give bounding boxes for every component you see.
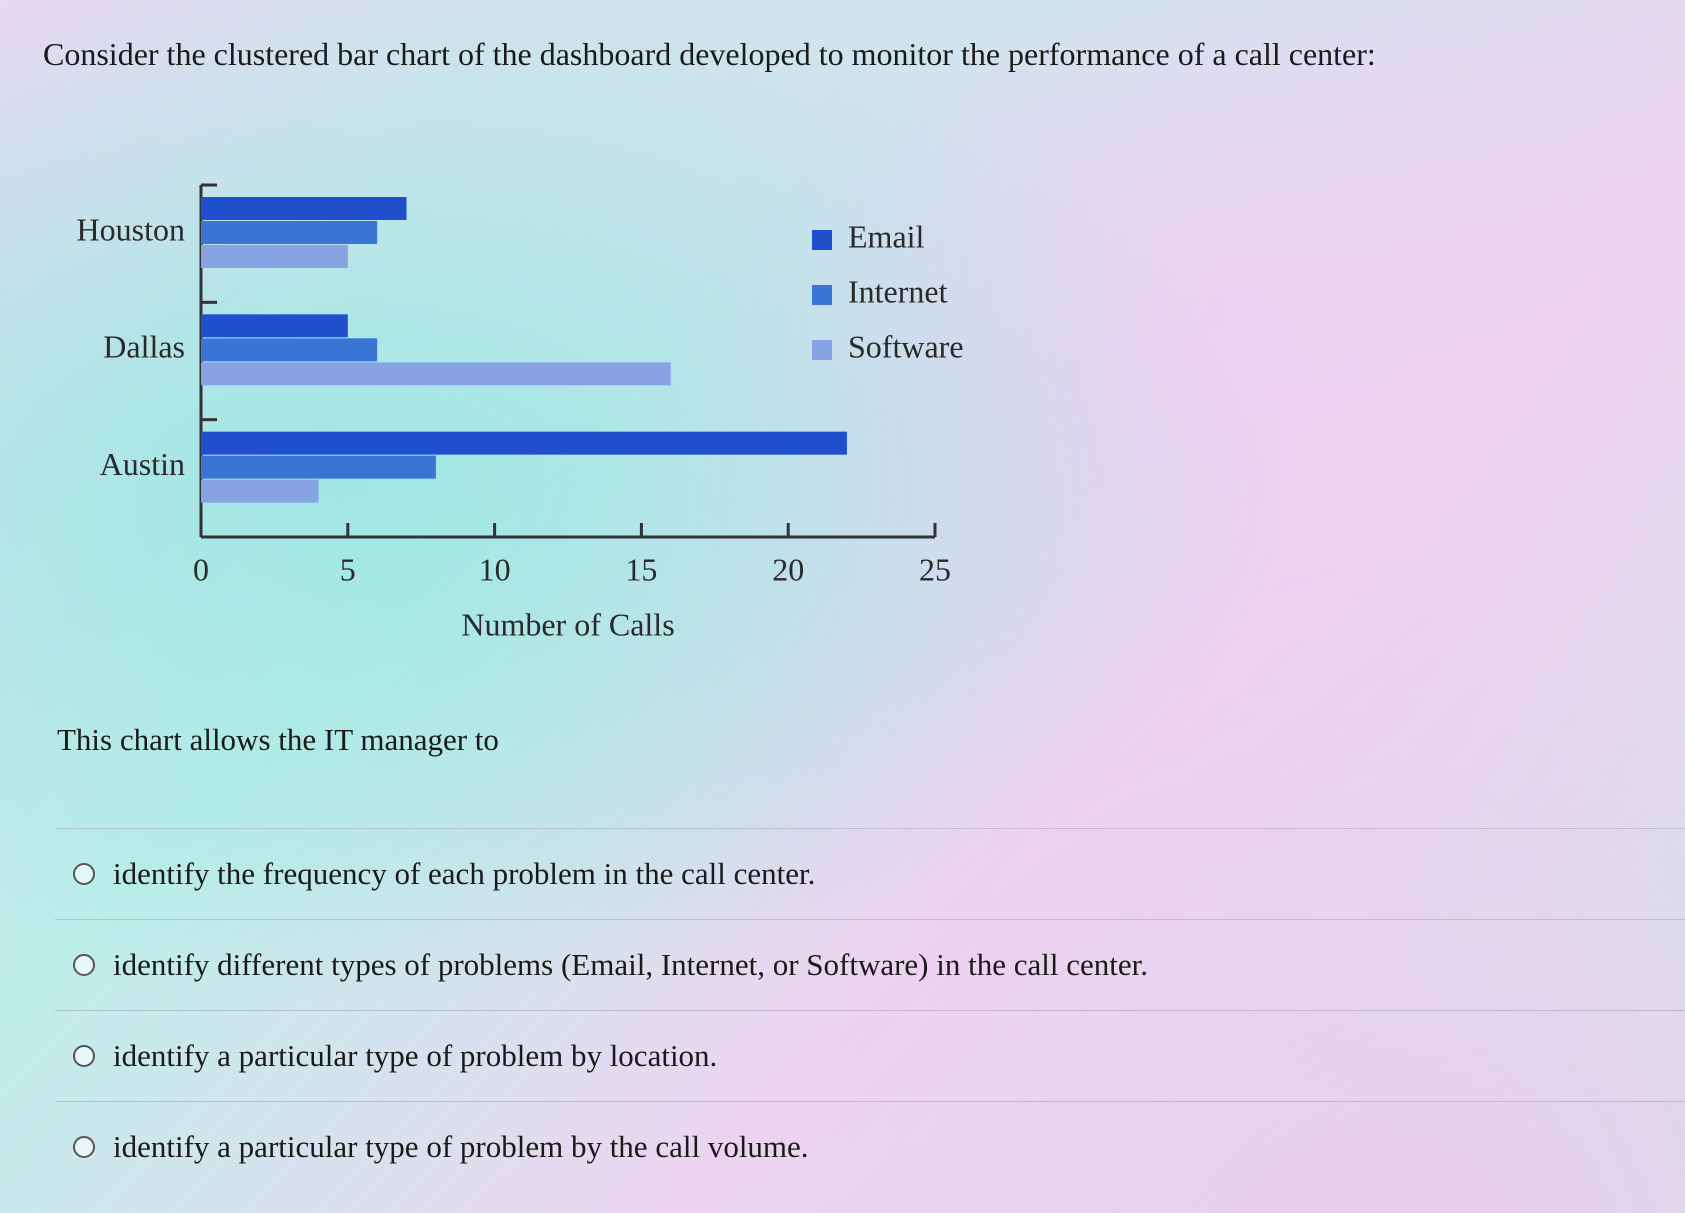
answer-option[interactable]: identify a particular type of problem by…: [55, 1010, 1685, 1101]
radio-button[interactable]: [73, 1045, 95, 1067]
legend-label: Email: [848, 218, 925, 254]
bar: [201, 479, 319, 503]
x-tick-label: 15: [625, 551, 657, 587]
x-tick-label: 25: [919, 551, 951, 587]
bar: [201, 338, 378, 362]
bar: [201, 197, 407, 220]
category-label: Dallas: [103, 329, 185, 365]
x-tick-label: 20: [772, 551, 804, 587]
category-label: Houston: [77, 211, 185, 247]
legend-swatch: [812, 340, 832, 360]
radio-button[interactable]: [73, 1136, 95, 1158]
answer-option[interactable]: identify different types of problems (Em…: [55, 919, 1685, 1010]
bar: [201, 455, 436, 479]
x-tick-label: 5: [340, 551, 356, 587]
bar: [201, 245, 348, 268]
x-tick-label: 0: [193, 551, 209, 587]
chart: 0 5 10 15 20 25 Number of Calls Houston Dallas Au…: [77, 183, 964, 642]
radio-button[interactable]: [73, 863, 95, 885]
option-text: identify a particular type of problem by…: [113, 1038, 718, 1073]
bar: [201, 314, 348, 338]
option-text: identify a particular type of problem by…: [113, 1129, 809, 1164]
radio-button[interactable]: [73, 954, 95, 976]
option-text: identify different types of problems (Em…: [113, 947, 1148, 982]
x-axis-label: Number of Calls: [461, 606, 674, 642]
x-tick-label: 10: [479, 551, 511, 587]
legend-label: Software: [848, 328, 964, 364]
answer-option[interactable]: identify a particular type of problem by…: [55, 1101, 1685, 1192]
question: Consider the clustered bar chart of the …: [43, 36, 1376, 72]
legend-swatch: [812, 230, 832, 250]
bar: [201, 362, 671, 386]
prompt: This chart allows the IT manager to: [57, 722, 499, 757]
category-label: Austin: [100, 446, 185, 482]
bar: [201, 221, 378, 244]
legend-swatch: [812, 285, 832, 305]
option-text: identify the frequency of each problem i…: [113, 856, 816, 891]
bar: [201, 431, 847, 455]
legend-label: Internet: [848, 273, 948, 309]
answer-option[interactable]: identify the frequency of each problem i…: [55, 828, 1685, 919]
options: identify the frequency of each problem i…: [55, 828, 1685, 1192]
